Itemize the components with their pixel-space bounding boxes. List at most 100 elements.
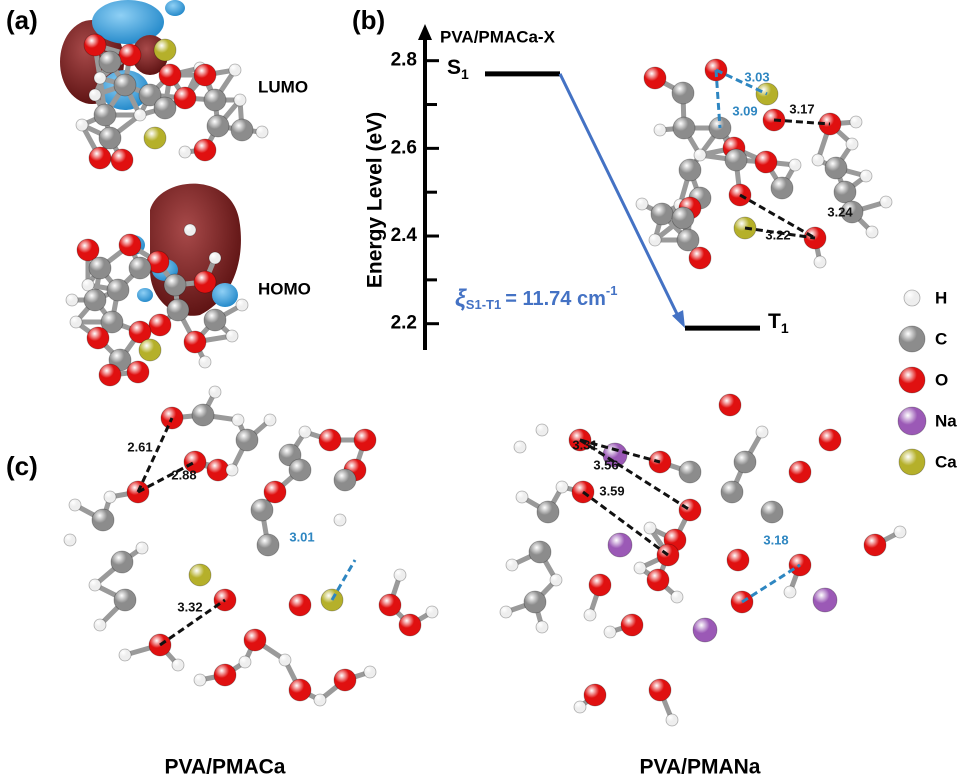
atom xyxy=(107,279,129,301)
atom xyxy=(608,533,632,557)
transition-arrowhead xyxy=(672,310,685,328)
atom xyxy=(644,67,666,89)
atom xyxy=(537,501,559,523)
atom xyxy=(719,394,741,416)
atom xyxy=(621,614,643,636)
atom xyxy=(894,526,906,538)
level-subscript: 1 xyxy=(781,320,789,336)
legend-label: H xyxy=(935,288,947,307)
atom xyxy=(184,331,206,353)
atom xyxy=(244,629,266,651)
atom xyxy=(721,481,743,503)
y-tick-label: 2.4 xyxy=(391,225,418,246)
atom xyxy=(334,669,356,691)
interaction xyxy=(332,560,355,600)
atom xyxy=(813,588,837,612)
distance-label: 3.09 xyxy=(732,103,757,118)
atom xyxy=(589,574,611,596)
distance-label: 3.01 xyxy=(289,529,314,544)
atom xyxy=(846,138,858,150)
homo-lobe xyxy=(137,288,153,302)
atom xyxy=(506,559,518,571)
atom xyxy=(866,226,878,238)
atom xyxy=(76,119,88,131)
atom xyxy=(834,181,856,203)
atom xyxy=(500,606,512,618)
y-axis-label: Energy Level (eV) xyxy=(364,112,387,288)
coupling-subscript: S1-T1 xyxy=(466,297,501,312)
atom xyxy=(139,339,161,361)
atom xyxy=(673,117,695,139)
lumo-lobe xyxy=(165,0,185,16)
molecule-b xyxy=(636,59,892,269)
chart-title: PVA/PMACa-X xyxy=(440,27,556,46)
atom xyxy=(66,294,78,306)
atom xyxy=(584,684,606,706)
atom xyxy=(127,361,149,383)
atom xyxy=(693,618,717,642)
atom xyxy=(129,257,151,279)
atom xyxy=(860,170,872,182)
atom xyxy=(671,591,683,603)
atom xyxy=(134,109,146,121)
atom xyxy=(94,104,116,126)
y-tick-label: 2.8 xyxy=(391,50,417,71)
molecule-lumo xyxy=(76,34,268,171)
atom xyxy=(111,551,133,573)
atom xyxy=(64,534,76,546)
atom xyxy=(99,127,121,149)
atom xyxy=(144,127,166,149)
atom xyxy=(364,666,376,678)
molecule-c-right xyxy=(500,394,906,726)
level-name: T xyxy=(768,310,781,333)
atom xyxy=(394,569,406,581)
atom xyxy=(164,274,186,296)
atom xyxy=(184,224,196,236)
atom xyxy=(136,542,148,554)
legend-swatch xyxy=(904,290,920,306)
atom xyxy=(644,522,656,534)
panel-label: (b) xyxy=(352,5,385,35)
level-name: S xyxy=(447,55,461,78)
legend-label: O xyxy=(935,370,948,389)
atom xyxy=(314,694,326,706)
atom xyxy=(727,549,749,571)
atom xyxy=(84,34,106,56)
atom xyxy=(789,461,811,483)
atom xyxy=(672,82,694,104)
atom xyxy=(194,674,206,686)
atom xyxy=(194,139,216,161)
distance-label: 3.59 xyxy=(599,483,624,498)
atom xyxy=(556,481,568,493)
atom xyxy=(256,126,268,138)
atom xyxy=(264,414,276,426)
level-label: T1 xyxy=(768,310,789,336)
atom xyxy=(69,499,81,511)
atom xyxy=(70,316,82,328)
atom xyxy=(789,159,801,171)
atom xyxy=(189,564,211,586)
atom xyxy=(725,149,747,171)
transition-arrow xyxy=(560,74,679,318)
atom xyxy=(814,256,826,268)
atom xyxy=(819,429,841,451)
atom xyxy=(174,87,196,109)
atom xyxy=(207,115,229,137)
atom xyxy=(99,51,121,73)
atom xyxy=(694,149,706,161)
distance-label: 3.17 xyxy=(789,101,814,116)
atom xyxy=(87,327,109,349)
atom xyxy=(226,330,238,342)
legend-swatch xyxy=(899,326,925,352)
atom xyxy=(647,569,669,591)
distance-label: 3.24 xyxy=(827,204,853,219)
atom xyxy=(784,586,796,598)
atom xyxy=(172,659,184,671)
atom xyxy=(666,714,678,726)
atom xyxy=(94,72,106,84)
atom xyxy=(812,154,824,166)
atom xyxy=(204,309,226,331)
level-subscript: 1 xyxy=(461,66,469,82)
atom xyxy=(289,459,311,481)
interaction xyxy=(138,418,172,492)
